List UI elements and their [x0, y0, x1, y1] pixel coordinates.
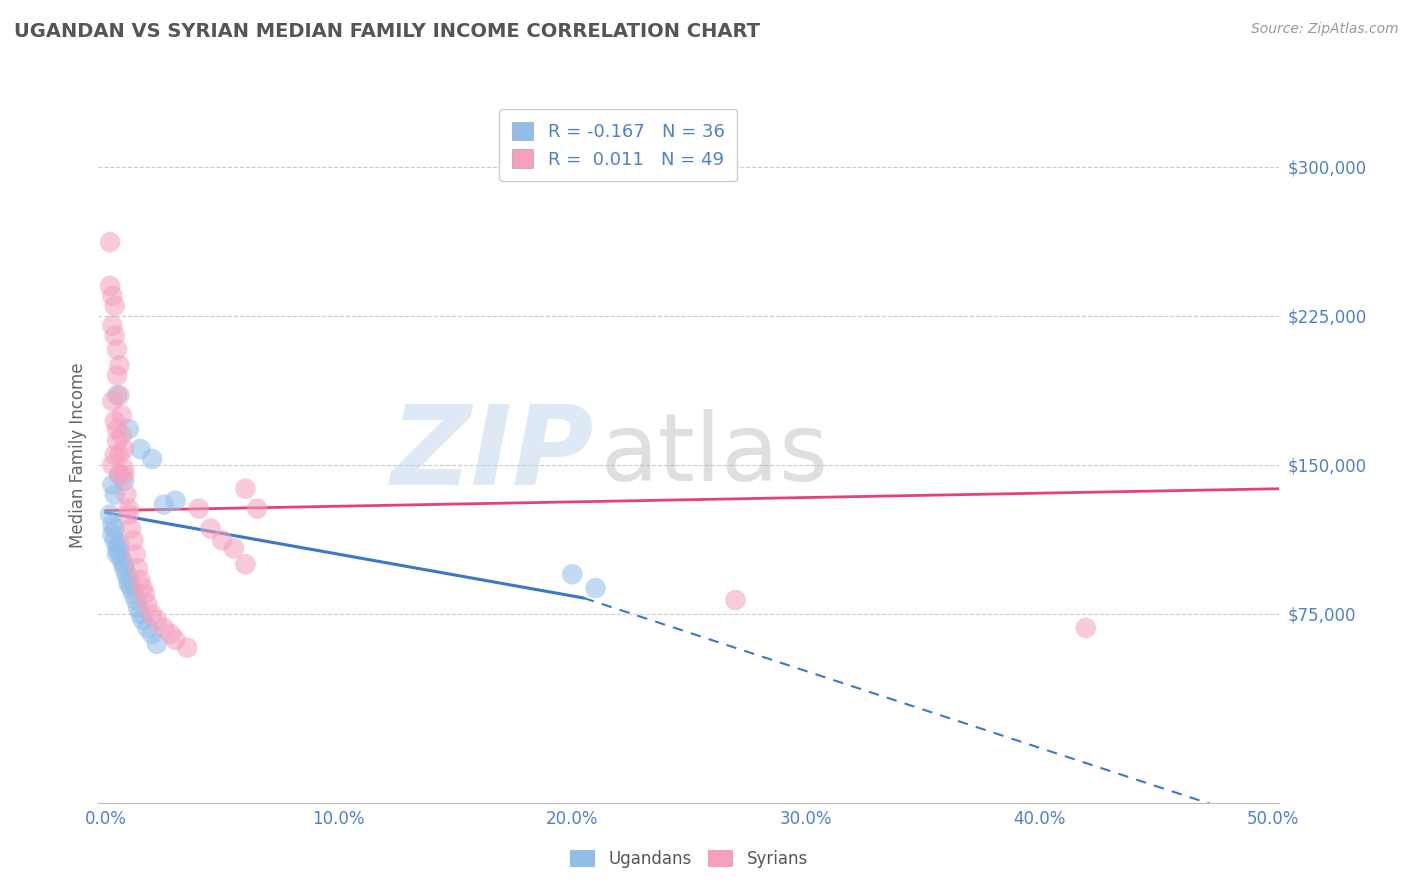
Point: [141, 607, 163, 621]
Point: [108, 359, 131, 373]
Point: [176, 640, 198, 655]
Point: [129, 573, 152, 587]
Point: [200, 521, 222, 535]
Point: [132, 581, 155, 595]
Point: [122, 533, 145, 548]
Point: [125, 547, 148, 561]
Point: [120, 521, 142, 535]
Point: [136, 621, 159, 635]
Text: UGANDAN VS SYRIAN MEDIAN FAMILY INCOME CORRELATION CHART: UGANDAN VS SYRIAN MEDIAN FAMILY INCOME C…: [14, 22, 761, 41]
Point: [98, 235, 121, 250]
Point: [108, 467, 131, 482]
Point: [111, 428, 134, 442]
Point: [146, 613, 169, 627]
Point: [152, 621, 174, 635]
Point: [105, 541, 128, 556]
Point: [101, 458, 124, 472]
Point: [108, 448, 131, 462]
Point: [105, 343, 128, 357]
Point: [105, 368, 128, 383]
Point: [118, 573, 141, 587]
Point: [222, 541, 245, 556]
Point: [105, 547, 128, 561]
Point: [724, 593, 747, 607]
Point: [112, 467, 135, 482]
Point: [104, 299, 127, 313]
Legend: Ugandans, Syrians: Ugandans, Syrians: [564, 843, 814, 874]
Point: [211, 533, 233, 548]
Point: [104, 448, 127, 462]
Point: [141, 451, 163, 466]
Point: [105, 388, 128, 402]
Point: [118, 577, 141, 591]
Point: [101, 318, 124, 333]
Point: [111, 553, 134, 567]
Point: [115, 488, 138, 502]
Point: [165, 632, 187, 647]
Point: [112, 558, 135, 572]
Point: [105, 422, 128, 436]
Point: [101, 394, 124, 409]
Point: [235, 558, 257, 572]
Point: [104, 521, 127, 535]
Point: [112, 561, 135, 575]
Text: atlas: atlas: [600, 409, 828, 501]
Point: [118, 508, 141, 522]
Point: [112, 474, 135, 488]
Point: [1074, 621, 1097, 635]
Point: [108, 545, 131, 559]
Point: [108, 388, 131, 402]
Point: [98, 508, 121, 522]
Point: [129, 607, 152, 621]
Point: [108, 537, 131, 551]
Point: [118, 422, 141, 436]
Point: [105, 434, 128, 448]
Point: [561, 567, 583, 582]
Point: [125, 593, 148, 607]
Point: [136, 597, 159, 611]
Point: [101, 477, 124, 491]
Point: [187, 501, 209, 516]
Point: [101, 517, 124, 532]
Point: [101, 289, 124, 303]
Text: ZIP: ZIP: [391, 401, 595, 508]
Point: [235, 482, 257, 496]
Point: [585, 581, 607, 595]
Point: [159, 627, 181, 641]
Point: [127, 561, 149, 575]
Point: [101, 527, 124, 541]
Point: [129, 442, 152, 456]
Point: [146, 637, 169, 651]
Point: [120, 581, 142, 595]
Point: [152, 498, 174, 512]
Point: [246, 501, 269, 516]
Point: [108, 467, 131, 482]
Text: Source: ZipAtlas.com: Source: ZipAtlas.com: [1251, 22, 1399, 37]
Point: [98, 279, 121, 293]
Y-axis label: Median Family Income: Median Family Income: [69, 362, 87, 548]
Point: [104, 414, 127, 428]
Point: [112, 462, 135, 476]
Point: [165, 493, 187, 508]
Point: [112, 442, 135, 456]
Point: [127, 601, 149, 615]
Point: [118, 501, 141, 516]
Point: [111, 408, 134, 422]
Point: [122, 587, 145, 601]
Point: [104, 533, 127, 548]
Point: [141, 627, 163, 641]
Point: [104, 488, 127, 502]
Point: [134, 587, 156, 601]
Point: [104, 328, 127, 343]
Point: [132, 613, 155, 627]
Point: [115, 567, 138, 582]
